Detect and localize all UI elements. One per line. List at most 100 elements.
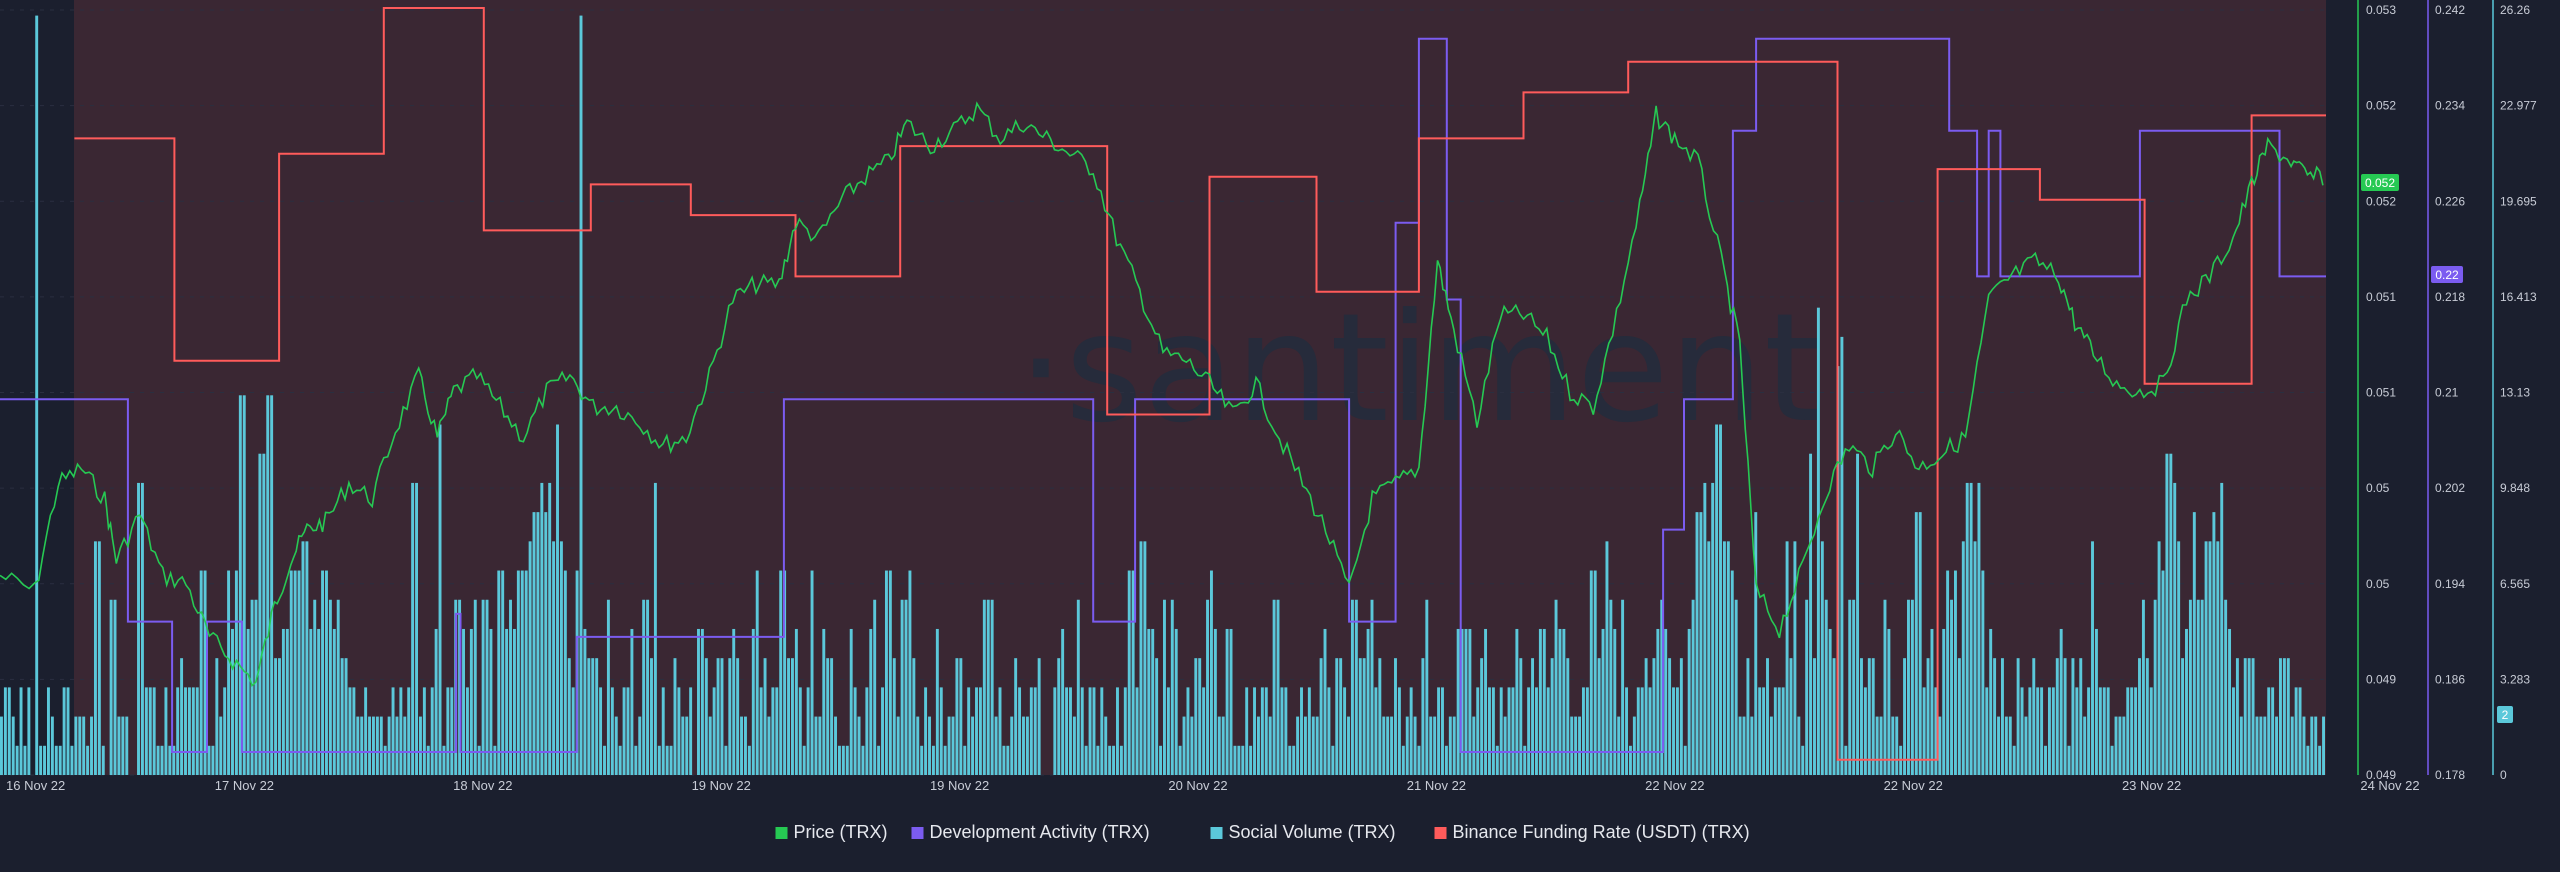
social-volume-bar (2173, 482, 2177, 775)
social-volume-bar (540, 482, 544, 775)
social-volume-bar (168, 745, 172, 775)
social-volume-bar (176, 687, 180, 775)
social-volume-bar (1206, 599, 1209, 775)
social-volume-bar (775, 687, 779, 775)
social-volume-bar (1656, 628, 1660, 775)
social-volume-bar (1229, 628, 1233, 775)
social-volume-bar (1711, 482, 1715, 775)
social-volume-series (0, 15, 2325, 775)
social-volume-bar (802, 745, 806, 775)
social-volume-bar (2141, 599, 2145, 775)
social-volume-bar (325, 570, 328, 775)
social-volume-bar (101, 745, 105, 775)
social-volume-bar (1390, 716, 1394, 775)
social-volume-bar (1417, 745, 1421, 775)
social-volume-bar (704, 658, 708, 775)
social-volume-bar (1828, 628, 1832, 775)
social-volume-bar (2310, 716, 2314, 775)
social-volume-bar (1151, 628, 1155, 775)
social-volume-bar (1636, 687, 1640, 775)
legend-swatch (775, 827, 788, 839)
social-volume-bar (1456, 628, 1460, 775)
social-volume-bar (2181, 658, 2185, 775)
social-volume-bar (1292, 745, 1296, 775)
social-volume-bar (313, 599, 317, 775)
social-volume-bar (1973, 541, 1977, 775)
social-volume-bar (1022, 716, 1025, 775)
social-volume-bar (1531, 658, 1535, 775)
social-volume-bar (1621, 599, 1625, 775)
social-volume-bar (1961, 541, 1965, 775)
social-volume-bar (806, 687, 810, 775)
social-volume-bar (881, 687, 884, 775)
social-volume-bar (1585, 687, 1589, 775)
social-volume-bar (340, 658, 344, 775)
social-volume-bar (1386, 716, 1390, 775)
y-tick-label: 0 (2500, 768, 2507, 782)
social-volume-bar (1076, 599, 1080, 775)
social-volume-bar (1601, 628, 1605, 775)
social-volume-bar (967, 687, 971, 775)
social-volume-bar (1327, 687, 1331, 775)
social-volume-bar (857, 716, 861, 775)
y-tick-label: 9.848 (2500, 481, 2530, 495)
social-volume-bar (2294, 687, 2298, 775)
social-volume-bar (1464, 628, 1468, 775)
social-volume-bar (845, 745, 849, 775)
social-volume-bar (497, 570, 501, 775)
social-volume-bar (2255, 716, 2259, 775)
social-volume-bar (1061, 628, 1065, 775)
social-volume-bar (1809, 453, 1813, 775)
social-volume-bar (70, 745, 74, 775)
social-volume-bar (266, 395, 270, 775)
social-volume-bar (1268, 716, 1272, 775)
social-volume-bar (93, 541, 97, 775)
social-volume-bar (501, 570, 505, 775)
legend: Price (TRX) Development Activity (TRX) Soc… (775, 822, 1750, 842)
social-volume-bar (1147, 628, 1151, 775)
social-volume-bar (512, 628, 516, 775)
social-volume-bar (1503, 716, 1507, 775)
social-volume-bar (505, 628, 509, 775)
social-volume-bar (465, 687, 469, 775)
social-volume-bar (1010, 716, 1014, 775)
social-volume-bar (2149, 687, 2153, 775)
social-volume-bar (1108, 745, 1112, 775)
social-volume-bar (556, 424, 559, 775)
social-volume-bar (1256, 716, 1260, 775)
social-volume-bar (2192, 512, 2196, 775)
social-volume-bar (1652, 658, 1656, 775)
x-tick-label: 23 Nov 22 (2122, 778, 2181, 793)
social-volume-bar (1742, 716, 1746, 775)
social-volume-bar (258, 453, 262, 775)
development-activity-line (0, 37, 2326, 753)
social-volume-bar (685, 716, 689, 775)
social-volume-bar (603, 745, 606, 775)
social-volume-bar (375, 716, 379, 775)
social-volume-bar (1300, 687, 1303, 775)
social-volume-bar (164, 687, 168, 775)
social-volume-bar (939, 687, 943, 775)
social-volume-bar (1695, 512, 1699, 775)
social-volume-bar (2153, 599, 2157, 775)
social-volume-bar (2102, 687, 2106, 775)
social-volume-bar (1558, 628, 1562, 775)
social-volume-bar (1738, 716, 1742, 775)
x-tick-label: 19 Nov 22 (692, 778, 751, 793)
social-volume-bar (46, 687, 50, 775)
social-volume-bar (884, 570, 888, 775)
social-volume-bar (994, 716, 998, 775)
social-volume-bar (1366, 628, 1370, 775)
social-volume-bar (681, 716, 685, 775)
y-tick-label: 0.202 (2435, 481, 2465, 495)
social-volume-bar (1593, 570, 1597, 775)
social-volume-bar (391, 687, 395, 775)
social-volume-bar (1186, 687, 1190, 775)
social-volume-bar (1730, 570, 1734, 775)
social-volume-bar (238, 395, 242, 775)
social-volume-bar (2298, 687, 2302, 775)
social-volume-bar (2251, 658, 2255, 775)
social-volume-bar (309, 628, 313, 775)
social-volume-bar (1225, 628, 1229, 775)
social-volume-bar (23, 745, 27, 775)
